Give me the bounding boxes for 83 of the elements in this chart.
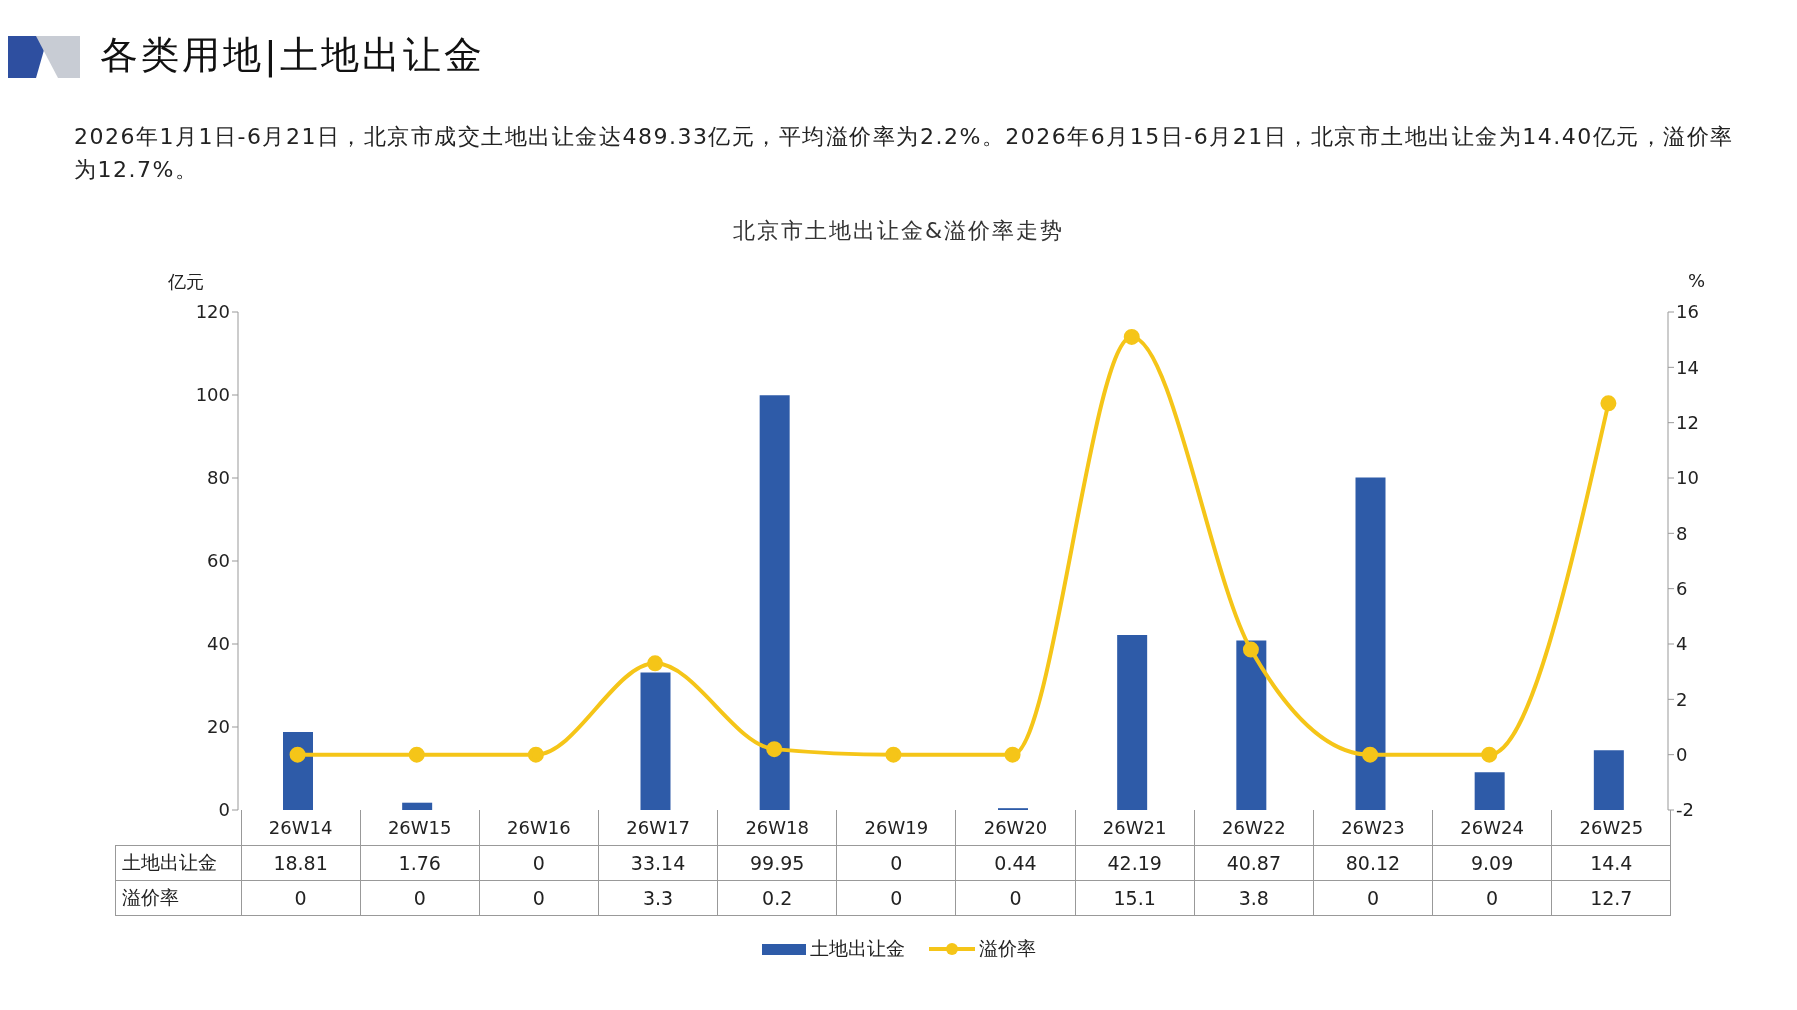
data-label: 3.8 xyxy=(1194,880,1314,915)
y-tick-label: 60 xyxy=(207,550,230,572)
bar xyxy=(640,672,671,810)
point xyxy=(766,741,783,758)
legend-label: 溢价率 xyxy=(978,936,1036,961)
y-tick-label: 0 xyxy=(218,799,230,821)
bar xyxy=(1236,640,1267,810)
chart-title: 北京市土地出让金&溢价率走势 xyxy=(731,217,1066,245)
y2-tick-label: -2 xyxy=(1676,799,1694,821)
x-tick-label: 26W22 xyxy=(1194,810,1314,845)
y2-tick-label: 8 xyxy=(1676,522,1688,544)
data-label: 0 xyxy=(360,880,480,915)
point xyxy=(885,746,902,763)
data-label: 15.1 xyxy=(1075,880,1195,915)
x-tick-label: 26W16 xyxy=(479,810,599,845)
y2-tick-label: 12 xyxy=(1676,412,1699,434)
data-label: 0 xyxy=(479,880,599,915)
data-label: 3.3 xyxy=(598,880,718,915)
data-label: 80.12 xyxy=(1313,845,1433,880)
x-tick-label: 26W21 xyxy=(1075,810,1195,845)
y2-tick-label: 14 xyxy=(1676,356,1699,378)
x-tick-label: 26W25 xyxy=(1551,810,1671,845)
y2-tick-label: 0 xyxy=(1676,744,1688,766)
y2-tick-label: 6 xyxy=(1676,578,1688,600)
x-tick-label: 26W23 xyxy=(1313,810,1433,845)
bar xyxy=(283,731,313,810)
data-label: 0 xyxy=(836,845,956,880)
bar xyxy=(1474,772,1505,810)
y2-tick-label: 10 xyxy=(1676,467,1699,489)
data-label: 12.7 xyxy=(1551,880,1671,915)
y-tick-label: 40 xyxy=(207,633,230,655)
y2-axis-title: % xyxy=(1688,270,1706,291)
y-tick-label: 80 xyxy=(207,467,230,489)
point xyxy=(1362,746,1379,763)
data-label: 0 xyxy=(836,880,956,915)
data-label: 18.81 xyxy=(241,845,361,880)
y-axis-title: 亿元 xyxy=(168,270,204,294)
data-label: 9.09 xyxy=(1432,845,1552,880)
point xyxy=(1600,395,1617,412)
legend-label: 土地出让金 xyxy=(809,936,905,961)
bar xyxy=(1355,477,1386,810)
data-label: 0.44 xyxy=(955,845,1076,880)
data-label: 33.14 xyxy=(598,845,718,880)
x-tick-label: 26W19 xyxy=(836,810,956,845)
y2-tick-label: 2 xyxy=(1676,688,1688,710)
text: 土地出让金 xyxy=(122,850,217,873)
y-tick-label: 100 xyxy=(195,384,230,406)
data-label: 0 xyxy=(955,880,1076,915)
text: 2026年1月1日-6月21日，北京市成交土地出让金达489.33亿元，平均溢价率为2.2%。2026年6月15日-6月21日，北京市土地出让金为14.40亿元，溢价率为12.7%。 xyxy=(74,123,1734,184)
data-label: 1.76 xyxy=(360,845,480,880)
y-tick-label: 120 xyxy=(195,301,230,323)
data-label: 14.4 xyxy=(1551,845,1671,880)
bar xyxy=(759,395,790,810)
point xyxy=(1242,641,1259,658)
x-tick-label: 26W14 xyxy=(241,810,361,845)
bar xyxy=(1117,634,1148,810)
point xyxy=(1004,746,1021,763)
point xyxy=(527,746,544,763)
point xyxy=(289,746,306,763)
text: 各类用地|土地出让金 xyxy=(100,32,485,80)
point xyxy=(408,746,425,763)
data-label: 40.87 xyxy=(1194,845,1314,880)
bar xyxy=(1593,750,1624,810)
text: 溢价率 xyxy=(122,885,179,908)
data-label: 42.19 xyxy=(1075,845,1195,880)
data-label: 0 xyxy=(1313,880,1433,915)
x-tick-label: 26W17 xyxy=(598,810,718,845)
data-label: 0.2 xyxy=(717,880,837,915)
x-tick-label: 26W24 xyxy=(1432,810,1552,845)
x-tick-label: 26W20 xyxy=(955,810,1076,845)
bar xyxy=(402,802,433,810)
x-tick-label: 26W18 xyxy=(717,810,837,845)
point xyxy=(1481,746,1498,763)
y-tick-label: 20 xyxy=(207,716,230,738)
data-label: 0 xyxy=(241,880,361,915)
data-label: 0 xyxy=(479,845,599,880)
x-tick-label: 26W15 xyxy=(360,810,480,845)
y2-tick-label: 16 xyxy=(1676,301,1699,323)
data-label: 99.95 xyxy=(717,845,837,880)
data-label: 0 xyxy=(1432,880,1552,915)
y2-tick-label: 4 xyxy=(1676,633,1688,655)
point xyxy=(1123,328,1140,345)
point xyxy=(647,655,664,672)
